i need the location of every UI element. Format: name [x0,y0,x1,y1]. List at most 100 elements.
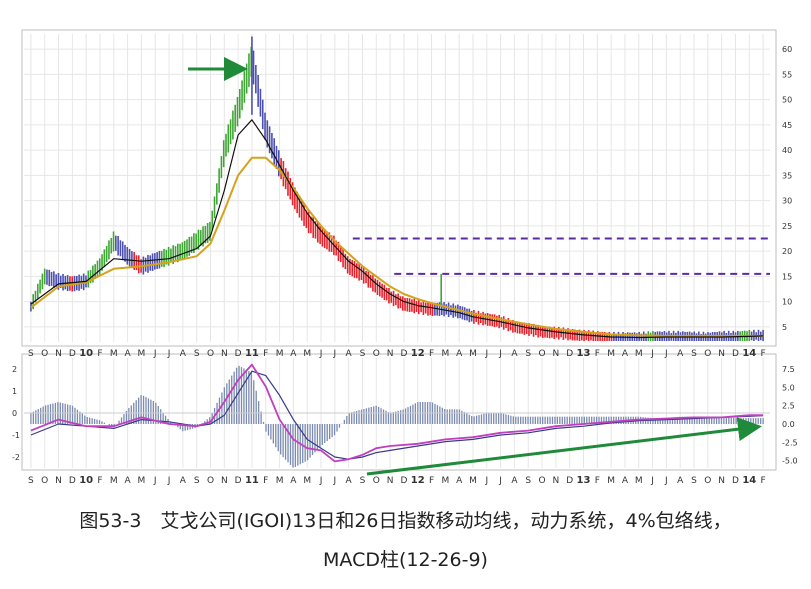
month-label: A [456,349,463,359]
price-y-tick-label: 45 [782,121,792,130]
month-label: J [484,476,488,486]
month-label: N [718,349,725,359]
month-label: J [498,349,502,359]
month-label: A [511,476,518,486]
price-y-tick-label: 60 [782,45,792,54]
month-label: S [194,476,200,486]
year-label: 11 [245,475,259,486]
month-label: S [194,349,200,359]
month-label: A [180,476,187,486]
month-label: M [607,476,615,486]
macd-left-tick-label: -1 [12,431,20,440]
month-label: F [263,349,268,359]
month-label: A [346,349,353,359]
month-label: F [97,476,102,486]
month-label: D [566,476,573,486]
price-y-tick-label: 35 [782,171,792,180]
macd-right-tick-label: -2.5 [782,438,798,447]
macd-right-tick-label: 7.5 [782,365,795,374]
month-label: N [221,476,228,486]
macd-right-tick-label: 2.5 [782,402,795,411]
month-label: A [125,476,132,486]
price-y-tick-label: 50 [782,96,792,105]
macd-panel-frame [21,353,777,471]
month-label: M [607,349,615,359]
year-label: 10 [79,348,93,359]
month-label: N [553,476,560,486]
month-label: O [373,349,380,359]
annotations [188,57,762,476]
year-label: 14 [742,475,756,486]
axis-labels: 51015202530354045505560SSOONNDD1010FFMMA… [12,45,798,486]
month-label: S [360,476,366,486]
month-label: O [207,476,214,486]
month-label: J [153,349,157,359]
price-plot [30,36,770,341]
month-label: J [650,476,654,486]
month-label: O [704,476,711,486]
year-label: 11 [245,348,259,359]
month-label: O [41,476,48,486]
macd-left-tick-label: 0 [12,409,17,418]
macd-right-tick-label: -5.0 [782,457,798,466]
month-label: M [276,349,284,359]
month-label: F [97,349,102,359]
month-label: S [28,476,34,486]
month-label: D [235,349,242,359]
month-label: F [263,476,268,486]
month-label: F [760,476,765,486]
month-label: F [760,349,765,359]
month-label: M [110,476,118,486]
month-label: D [400,476,407,486]
month-label: N [221,349,228,359]
month-label: O [539,349,546,359]
macd-plot [24,363,770,468]
month-label: A [511,349,518,359]
month-label: J [333,349,337,359]
month-label: J [498,476,502,486]
month-label: A [290,349,297,359]
month-label: M [469,349,477,359]
month-label: N [387,349,394,359]
month-label: O [207,349,214,359]
price-y-tick-label: 10 [782,298,792,307]
price-y-tick-label: 20 [782,247,792,256]
month-label: M [110,349,118,359]
month-label: M [138,349,146,359]
month-label: N [718,476,725,486]
month-label: M [635,349,643,359]
year-label: 12 [411,475,425,486]
month-label: D [732,349,739,359]
month-label: J [167,476,171,486]
month-label: N [553,349,560,359]
month-label: D [235,476,242,486]
month-label: A [677,476,684,486]
month-label: M [303,349,311,359]
month-label: J [153,476,157,486]
month-label: O [704,349,711,359]
month-label: A [456,476,463,486]
macd-left-tick-label: -2 [12,453,20,462]
month-label: F [595,349,600,359]
month-label: M [635,476,643,486]
year-label: 12 [411,348,425,359]
ema26-line [30,156,764,337]
grid-lines [24,34,770,468]
month-label: M [441,476,449,486]
month-label: O [373,476,380,486]
price-y-tick-label: 15 [782,272,792,281]
chart-canvas: 51015202530354045505560SSOONNDD1010FFMMA… [12,29,798,486]
year-label: 14 [742,348,756,359]
month-label: F [429,349,434,359]
macd-line [30,363,764,463]
price-y-tick-label: 40 [782,146,792,155]
month-label: M [441,349,449,359]
month-label: D [732,476,739,486]
month-label: J [333,476,337,486]
month-label: F [429,476,434,486]
macd-right-tick-label: 0.0 [782,420,795,429]
month-label: J [650,349,654,359]
month-label: J [319,476,323,486]
month-label: S [525,476,531,486]
month-label: F [595,476,600,486]
